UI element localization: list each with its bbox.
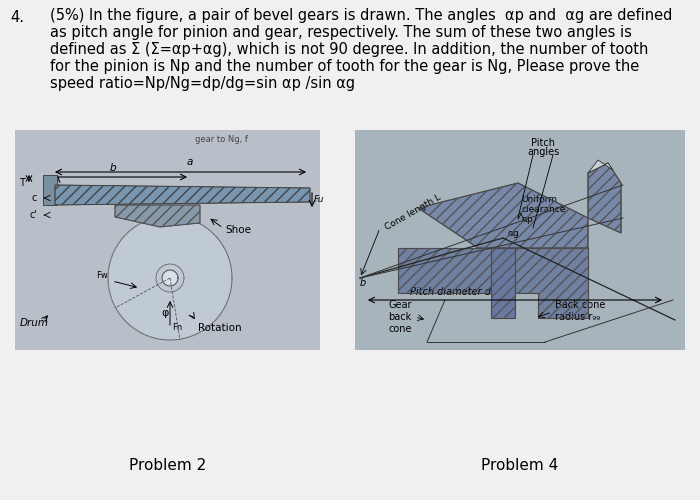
Text: b: b xyxy=(360,278,366,288)
Polygon shape xyxy=(491,248,515,318)
Bar xyxy=(15,130,320,350)
Text: Shoe: Shoe xyxy=(225,225,251,235)
Text: speed ratio=Np/Ng=dp/dg=sin αp /sin αg: speed ratio=Np/Ng=dp/dg=sin αp /sin αg xyxy=(50,76,355,91)
Text: Gear: Gear xyxy=(389,300,412,310)
Text: c: c xyxy=(32,193,37,203)
Bar xyxy=(355,130,685,350)
Text: a: a xyxy=(186,157,193,167)
Text: Pitch: Pitch xyxy=(531,138,555,148)
Text: clearance: clearance xyxy=(521,206,566,214)
Text: 4.: 4. xyxy=(10,10,24,25)
Polygon shape xyxy=(588,160,613,173)
Text: (5%) In the figure, a pair of bevel gears is drawn. The angles  αp and  αg are d: (5%) In the figure, a pair of bevel gear… xyxy=(50,8,673,23)
Text: Pitch diameter d₉: Pitch diameter d₉ xyxy=(410,287,495,297)
Text: for the pinion is Np and the number of tooth for the gear is Ng, Please prove th: for the pinion is Np and the number of t… xyxy=(50,59,639,74)
Text: angles: angles xyxy=(527,147,559,157)
Text: αp: αp xyxy=(521,216,533,224)
Bar xyxy=(43,175,57,205)
Text: T: T xyxy=(19,178,25,188)
Polygon shape xyxy=(55,185,310,205)
Text: gear to Ng, f: gear to Ng, f xyxy=(195,135,248,144)
Text: o: o xyxy=(170,275,176,285)
Polygon shape xyxy=(162,270,178,286)
Text: back: back xyxy=(389,312,412,322)
Text: radius r₉₉: radius r₉₉ xyxy=(555,312,600,322)
Text: Rotation: Rotation xyxy=(198,323,242,333)
Text: Problem 2: Problem 2 xyxy=(129,458,206,472)
Text: Problem 4: Problem 4 xyxy=(482,458,559,472)
Text: Uniform: Uniform xyxy=(521,196,557,204)
Polygon shape xyxy=(115,205,200,227)
Polygon shape xyxy=(108,216,232,340)
Text: A: A xyxy=(54,175,60,185)
Text: Cone length L: Cone length L xyxy=(383,192,442,232)
Text: cone: cone xyxy=(389,324,412,334)
Text: defined as Σ (Σ=αp+αg), which is not 90 degree. In addition, the number of tooth: defined as Σ (Σ=αp+αg), which is not 90 … xyxy=(50,42,648,57)
Text: Fw: Fw xyxy=(97,272,108,280)
Text: φ: φ xyxy=(161,308,169,318)
Text: Drum: Drum xyxy=(20,318,49,328)
Text: as pitch angle for pinion and gear, respectively. The sum of these two angles is: as pitch angle for pinion and gear, resp… xyxy=(50,25,632,40)
Text: c': c' xyxy=(29,210,37,220)
Text: b: b xyxy=(110,163,117,173)
Polygon shape xyxy=(588,163,621,233)
Polygon shape xyxy=(398,248,588,318)
Text: Back cone: Back cone xyxy=(555,300,606,310)
Text: αg: αg xyxy=(508,228,519,237)
Polygon shape xyxy=(418,183,588,248)
Text: Fn: Fn xyxy=(172,324,182,332)
Text: Fu: Fu xyxy=(314,196,325,204)
